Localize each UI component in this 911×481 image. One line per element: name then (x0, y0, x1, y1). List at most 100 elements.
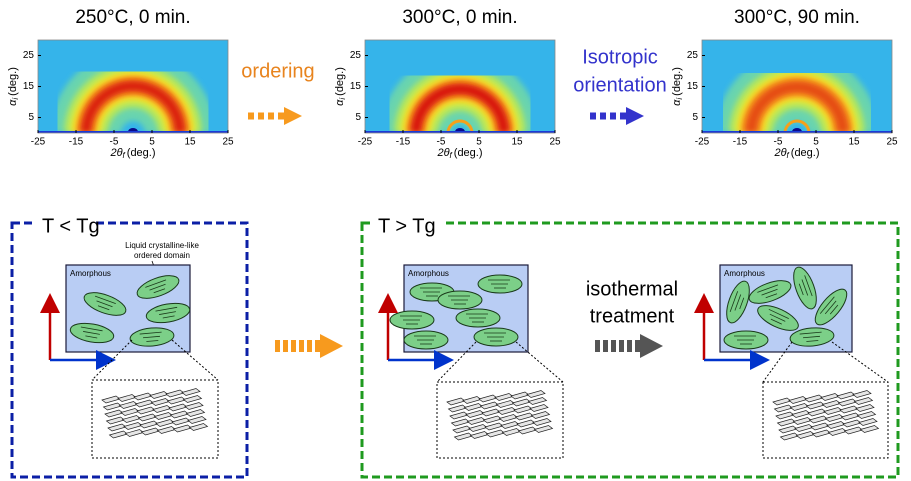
inner-ring (783, 119, 811, 133)
label-symbol: 2θ (109, 147, 122, 159)
x-tick-label: -15 (733, 137, 748, 148)
domain-stripe (96, 300, 113, 308)
label-symbol: α (671, 99, 683, 106)
annotation: ordered domain (134, 251, 190, 260)
domain-stripe (139, 331, 162, 335)
ordering-arrow (248, 107, 302, 125)
ordered-domain (473, 327, 519, 347)
panel-title: 300°C, 90 min. (734, 7, 860, 28)
domain-stripe (142, 335, 161, 339)
regime-box (10, 221, 249, 479)
domain-stripe (83, 331, 100, 335)
ordered-domain (789, 327, 835, 347)
domain-stripe (145, 279, 167, 288)
label-unit: (deg.) (7, 67, 19, 96)
process-label: isothermal (586, 278, 678, 300)
amorphous-label: Amorphous (70, 269, 111, 278)
zoom-line (436, 341, 477, 383)
x-tick-label: -25 (695, 137, 710, 148)
label-unit: (deg.) (791, 147, 820, 159)
baseline (365, 131, 555, 133)
molecule-tile (184, 402, 204, 410)
molecule-tile (533, 425, 554, 433)
x-tick-label: -5 (774, 137, 783, 148)
isotropic-arrow (590, 107, 644, 125)
y-axis-label: αi (deg.) (7, 67, 20, 106)
x-tick-label: 15 (848, 137, 860, 148)
molecule-tile (181, 388, 201, 396)
panel-title: 250°C, 0 min. (75, 7, 190, 28)
domain-stripe (146, 340, 159, 342)
y-axis-label: αi (deg.) (334, 67, 347, 106)
domain-stripe (162, 315, 175, 319)
domain-stripe (765, 293, 778, 299)
molecule-tile (182, 395, 203, 403)
intensity-ring (410, 83, 510, 133)
molecule-tile (529, 404, 549, 412)
label-sub: i (675, 98, 684, 100)
heatmap (702, 40, 892, 133)
label-bg (36, 215, 92, 235)
annotation: Liquid crystalline-like (125, 241, 199, 250)
heatmap (365, 40, 555, 133)
domain-stripe (829, 304, 839, 315)
regime-label: T < Tg (42, 215, 100, 237)
label-bg (372, 215, 444, 235)
arrow-label: orientation (573, 74, 666, 96)
amorphous-label: Amorphous (724, 269, 765, 278)
domain-stripe (757, 284, 779, 293)
zoom-line (171, 339, 219, 381)
domain-stripe (80, 326, 103, 332)
x-tick-label: 25 (222, 137, 234, 148)
molecule-tile (853, 397, 874, 405)
ordered-domain (403, 330, 449, 350)
label-unit: (deg.) (127, 147, 156, 159)
domain-stripe (770, 318, 782, 325)
domain-stripe (799, 331, 822, 335)
molecule-tile (526, 390, 546, 398)
label-unit: (deg.) (671, 67, 683, 96)
x-tick-label: -25 (31, 137, 46, 148)
domain-stripe (802, 335, 821, 339)
baseline (38, 131, 228, 133)
heatmap-body (38, 40, 228, 133)
molecule-tile (188, 423, 209, 431)
domain-stripe (739, 297, 745, 310)
molecule-tile (859, 425, 880, 433)
heatmap (38, 40, 228, 133)
transition-arrow (275, 334, 343, 358)
x-tick-label: -25 (358, 137, 373, 148)
domain-stripe (761, 288, 778, 296)
label-unit: (deg.) (334, 67, 346, 96)
domain-stripe (155, 306, 178, 312)
domain-stripe (804, 275, 813, 297)
label-sub: i (338, 98, 347, 100)
y-tick-label: 25 (23, 50, 35, 61)
x-tick-label: 25 (549, 137, 561, 148)
molecule-tile (532, 418, 552, 426)
domain-stripe (798, 283, 804, 296)
label-sub: f (123, 151, 126, 160)
x-tick-label: 5 (149, 137, 155, 148)
y-tick-label: 25 (350, 50, 362, 61)
domain-stripe (94, 295, 116, 305)
x-tick-label: -15 (69, 137, 84, 148)
label-sub: i (11, 98, 20, 100)
molecule-tile (527, 397, 548, 405)
x-tick-label: 15 (184, 137, 196, 148)
domain-stripe (734, 294, 742, 311)
x-tick-label: 25 (886, 137, 898, 148)
label-sub: f (787, 151, 790, 160)
heatmap-body (702, 40, 892, 133)
panel-title: 300°C, 0 min. (402, 7, 517, 28)
ordered-domain (437, 290, 483, 310)
zoom-line (515, 341, 564, 383)
domain-stripe (97, 305, 110, 311)
y-tick-label: 15 (350, 81, 362, 92)
zoom-line (91, 339, 133, 381)
label-symbol: α (334, 99, 346, 106)
inner-ring (446, 119, 474, 133)
heatmap-body (365, 40, 555, 133)
x-tick-label: -15 (396, 137, 411, 148)
